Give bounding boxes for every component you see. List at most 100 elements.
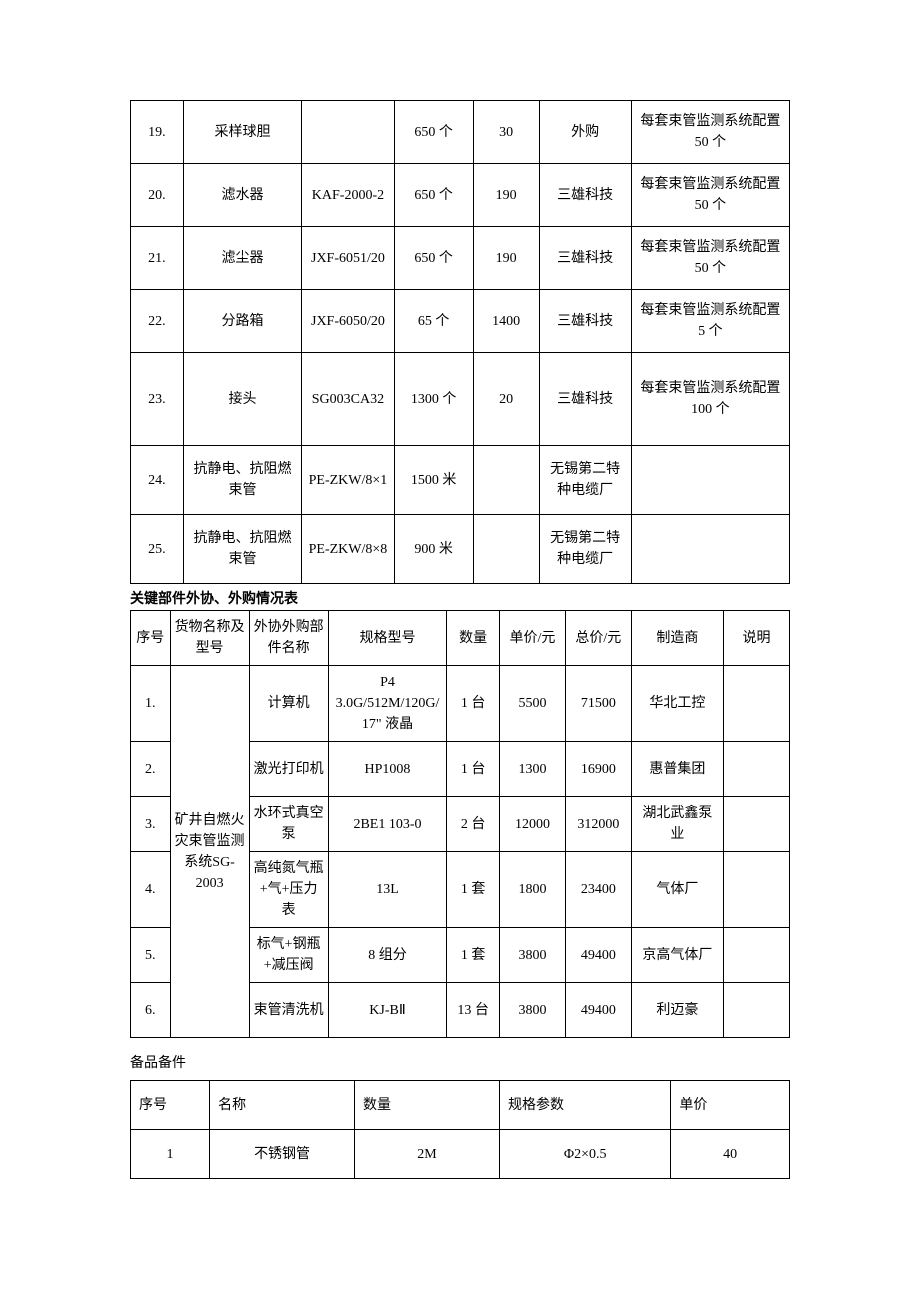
cell-unit: 1800: [500, 852, 566, 928]
cell-note: [724, 983, 790, 1038]
cell-unit: 3800: [500, 983, 566, 1038]
cell-part: 高纯氮气瓶+气+压力表: [249, 852, 328, 928]
cell-maker: 华北工控: [631, 666, 723, 742]
cell-qty: 1 套: [447, 928, 500, 983]
cell-no: 3.: [131, 797, 171, 852]
cell-model: 8 组分: [328, 928, 447, 983]
cell-qty: 650 个: [394, 101, 473, 164]
cell-model: P4 3.0G/512M/120G/17" 液晶: [328, 666, 447, 742]
cell-price: 40: [671, 1130, 790, 1179]
cell-qty: 900 米: [394, 515, 473, 584]
col-spec: 规格参数: [500, 1081, 671, 1130]
cell-model: JXF-6051/20: [302, 227, 394, 290]
cell-qty: 13 台: [447, 983, 500, 1038]
cell-maker: 利迈豪: [631, 983, 723, 1038]
cell-maker: 三雄科技: [539, 353, 631, 446]
cell-qty: 650 个: [394, 227, 473, 290]
cell-qty: 1 台: [447, 666, 500, 742]
cell-model: HP1008: [328, 742, 447, 797]
cell-price: 30: [473, 101, 539, 164]
cell-qty: 2 台: [447, 797, 500, 852]
cell-no: 1.: [131, 666, 171, 742]
table-row: 21.滤尘器JXF-6051/20650 个190三雄科技每套束管监测系统配置 …: [131, 227, 790, 290]
cell-qty: 1300 个: [394, 353, 473, 446]
cell-qty: 1 套: [447, 852, 500, 928]
cell-name: 采样球胆: [183, 101, 302, 164]
cell-model: SG003CA32: [302, 353, 394, 446]
cell-note: [724, 928, 790, 983]
table-header-row: 序号 名称 数量 规格参数 单价: [131, 1081, 790, 1130]
table-row: 19.采样球胆 650 个30外购每套束管监测系统配置 50 个: [131, 101, 790, 164]
cell-spec: Φ2×0.5: [500, 1130, 671, 1179]
cell-qty: 2M: [355, 1130, 500, 1179]
cell-maker: 无锡第二特种电缆厂: [539, 446, 631, 515]
cell-note: [724, 852, 790, 928]
cell-no: 4.: [131, 852, 171, 928]
cell-price: [473, 446, 539, 515]
table-row: 24.抗静电、抗阻燃束管PE-ZKW/8×11500 米无锡第二特种电缆厂: [131, 446, 790, 515]
cell-name: 分路箱: [183, 290, 302, 353]
cell-qty: 65 个: [394, 290, 473, 353]
cell-maker: 惠普集团: [631, 742, 723, 797]
cell-name: 不锈钢管: [210, 1130, 355, 1179]
cell-model: JXF-6050/20: [302, 290, 394, 353]
cell-no: 25.: [131, 515, 184, 584]
cell-no: 21.: [131, 227, 184, 290]
cell-price: [473, 515, 539, 584]
cell-total: 23400: [565, 852, 631, 928]
cell-no: 19.: [131, 101, 184, 164]
cell-unit: 3800: [500, 928, 566, 983]
cell-price: 190: [473, 227, 539, 290]
col-maker: 制造商: [631, 611, 723, 666]
table-key-parts: 序号 货物名称及型号 外协外购部件名称 规格型号 数量 单价/元 总价/元 制造…: [130, 610, 790, 1038]
cell-total: 312000: [565, 797, 631, 852]
cell-total: 49400: [565, 928, 631, 983]
cell-name: 抗静电、抗阻燃束管: [183, 515, 302, 584]
col-model: 规格型号: [328, 611, 447, 666]
cell-unit: 5500: [500, 666, 566, 742]
cell-maker: 无锡第二特种电缆厂: [539, 515, 631, 584]
cell-model: PE-ZKW/8×8: [302, 515, 394, 584]
col-name: 名称: [210, 1081, 355, 1130]
cell-no: 23.: [131, 353, 184, 446]
table-spare-parts: 序号 名称 数量 规格参数 单价 1不锈钢管2MΦ2×0.540: [130, 1080, 790, 1179]
cell-note: 每套束管监测系统配置 100 个: [631, 353, 789, 446]
cell-maker: 三雄科技: [539, 227, 631, 290]
table-row: 23.接头SG003CA321300 个20三雄科技每套束管监测系统配置 100…: [131, 353, 790, 446]
cell-no: 5.: [131, 928, 171, 983]
cell-note: [724, 797, 790, 852]
cell-price: 20: [473, 353, 539, 446]
cell-no: 22.: [131, 290, 184, 353]
cell-no: 6.: [131, 983, 171, 1038]
section-title-spare: 备品备件: [130, 1052, 790, 1072]
col-total: 总价/元: [565, 611, 631, 666]
cell-goods-name: 矿井自燃火灾束管监测系统SG-2003: [170, 666, 249, 1038]
cell-no: 1: [131, 1130, 210, 1179]
cell-unit: 12000: [500, 797, 566, 852]
section-title-parts: 关键部件外协、外购情况表: [130, 588, 790, 608]
cell-note: [724, 742, 790, 797]
cell-model: 2BE1 103-0: [328, 797, 447, 852]
cell-name: 接头: [183, 353, 302, 446]
cell-unit: 1300: [500, 742, 566, 797]
cell-total: 49400: [565, 983, 631, 1038]
cell-model: KJ-BⅡ: [328, 983, 447, 1038]
col-qty: 数量: [447, 611, 500, 666]
cell-note: [631, 515, 789, 584]
cell-part: 束管清洗机: [249, 983, 328, 1038]
table-header-row: 序号 货物名称及型号 外协外购部件名称 规格型号 数量 单价/元 总价/元 制造…: [131, 611, 790, 666]
table-row: 25.抗静电、抗阻燃束管PE-ZKW/8×8900 米无锡第二特种电缆厂: [131, 515, 790, 584]
cell-maker: 湖北武鑫泵业: [631, 797, 723, 852]
cell-maker: 气体厂: [631, 852, 723, 928]
cell-note: 每套束管监测系统配置 50 个: [631, 101, 789, 164]
cell-total: 16900: [565, 742, 631, 797]
cell-qty: 1 台: [447, 742, 500, 797]
cell-note: [631, 446, 789, 515]
cell-part: 激光打印机: [249, 742, 328, 797]
col-no: 序号: [131, 611, 171, 666]
cell-maker: 外购: [539, 101, 631, 164]
cell-model: [302, 101, 394, 164]
cell-maker: 京高气体厂: [631, 928, 723, 983]
col-unit: 单价/元: [500, 611, 566, 666]
table-row: 1.矿井自燃火灾束管监测系统SG-2003计算机P4 3.0G/512M/120…: [131, 666, 790, 742]
